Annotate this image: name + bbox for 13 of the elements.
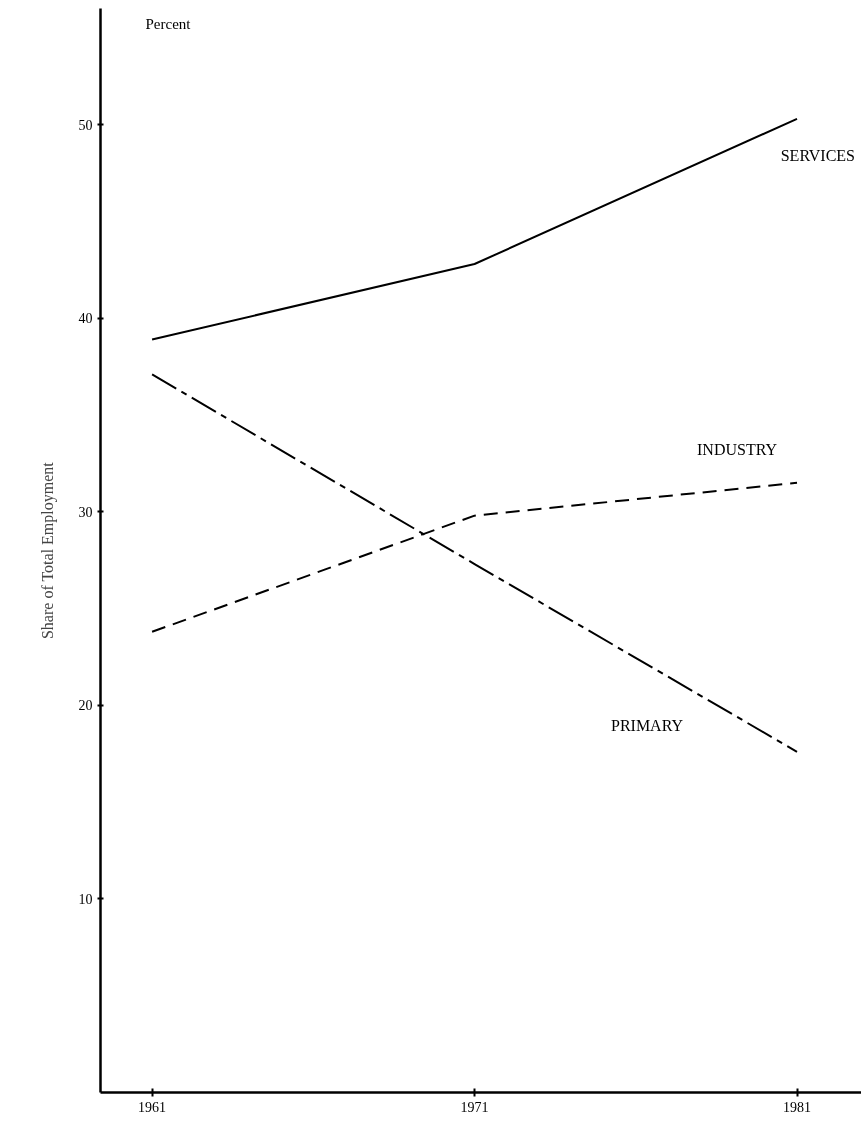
y-tick-label: 50 (78, 117, 93, 133)
x-tick-label: 1971 (460, 1099, 489, 1115)
x-tick-label: 1961 (138, 1099, 167, 1115)
series-label: INDUSTRY (697, 440, 778, 458)
y-tick-label: 40 (78, 311, 93, 327)
y-tick-label: 20 (78, 698, 93, 714)
y-axis-title: Share of Total Employment (38, 461, 57, 640)
x-tick-label: 1981 (783, 1099, 812, 1115)
series-label: SERVICES (780, 146, 856, 164)
y-tick-label: 30 (78, 504, 93, 520)
y-tick-label: 10 (78, 891, 93, 907)
series-label: PRIMARY (611, 716, 684, 734)
annotation: Percent (145, 15, 192, 32)
